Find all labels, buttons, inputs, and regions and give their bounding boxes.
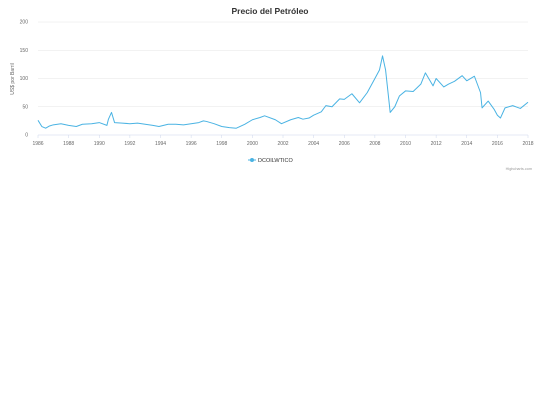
y-tick-label: 50 [22,104,28,110]
y-tick-label: 100 [20,76,29,82]
y-axis-ticks: 0 50 100 150 200 [20,20,29,139]
x-tick-label: 1992 [124,141,135,147]
x-tick-label: 1986 [32,141,43,147]
chart-title: Precio del Petróleo [232,6,309,16]
legend[interactable]: DCOILWTICO [248,158,293,164]
x-tick-label: 1990 [94,141,105,147]
x-tick-label: 2006 [339,141,350,147]
series-line-dcoilwtico [37,55,529,129]
legend-label[interactable]: DCOILWTICO [258,158,293,164]
x-tick-label: 2008 [369,141,380,147]
credits-link[interactable]: Highcharts.com [506,167,532,171]
y-axis-label: US$ por Barril [10,63,16,94]
x-tick-label: 1994 [155,141,166,147]
x-tick-label: 2018 [522,141,533,147]
x-tick-label: 1998 [216,141,227,147]
x-tick-label: 2010 [400,141,411,147]
x-tick-label: 1996 [186,141,197,147]
legend-marker [250,158,254,162]
x-tick-label: 2002 [277,141,288,147]
y-tick-label: 200 [20,20,29,26]
oil-price-chart: Precio del Petróleo 0 50 100 150 200 US$ por… [10,6,534,171]
x-axis-ticks: 1986 1988 1990 1992 1994 1996 1998 2000 2002 2004… [32,135,534,147]
x-tick-label: 2004 [308,141,319,147]
x-tick-label: 2000 [247,141,258,147]
grid-lines [38,21,528,107]
y-tick-label: 0 [25,133,28,139]
x-tick-label: 2012 [431,141,442,147]
x-tick-label: 2014 [461,141,472,147]
x-tick-label: 2016 [492,141,503,147]
y-tick-label: 150 [20,48,29,54]
x-tick-label: 1988 [63,141,74,147]
